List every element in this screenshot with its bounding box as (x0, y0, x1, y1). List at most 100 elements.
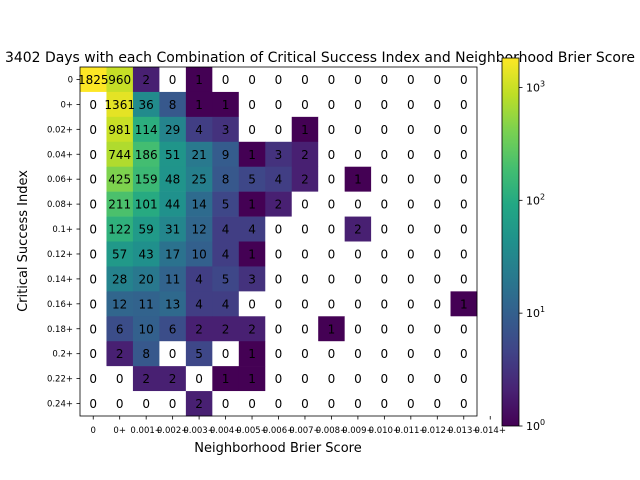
cell-value-label: 0 (433, 98, 441, 112)
cell-value-label: 2 (195, 397, 203, 411)
cell-value-label: 0 (328, 272, 336, 286)
heatmap-cell (344, 216, 372, 242)
heatmap-cell (291, 391, 319, 417)
heatmap-cell (344, 316, 372, 342)
cell-value-label: 0 (460, 322, 468, 336)
heatmap-cell (291, 67, 319, 93)
cell-value-label: 0 (354, 397, 362, 411)
cell-value-label: 0 (354, 347, 362, 361)
cell-value-label: 10 (191, 247, 206, 261)
heatmap-cell (132, 391, 160, 417)
cell-value-label: 4 (248, 223, 256, 237)
heatmap-cell (238, 116, 266, 143)
heatmap-cell (291, 291, 319, 317)
heatmap-cell (291, 141, 319, 168)
heatmap-cell (80, 67, 107, 93)
heatmap-cell (371, 366, 398, 392)
cell-value-label: 0 (328, 372, 336, 386)
heatmap-cell (424, 241, 451, 267)
y-tick-label: 0 (68, 75, 73, 85)
heatmap-cell (397, 366, 425, 392)
heatmap-cell (238, 241, 266, 267)
cell-value-label: 0 (248, 297, 256, 311)
y-tick-label: 0.14+ (47, 275, 73, 285)
cell-value-label: 6 (169, 322, 177, 336)
heatmap-cell (424, 141, 451, 168)
heatmap-cell (212, 91, 240, 118)
heatmap-cell (159, 391, 187, 417)
cell-value-label: 0 (433, 247, 441, 261)
heatmap-cell (265, 366, 293, 392)
cell-value-label: 0 (195, 372, 203, 386)
heatmap-cell (80, 316, 107, 342)
cell-value-label: 0 (275, 247, 283, 261)
heatmap-cell (450, 316, 478, 342)
x-tick-label: 0.002+ (157, 426, 188, 436)
y-tick-label: 0+ (60, 100, 73, 110)
heatmap-cell (397, 266, 425, 292)
cell-value-label: 0 (169, 347, 177, 361)
heatmap-cell (344, 91, 372, 118)
cell-value-label: 11 (139, 297, 154, 311)
cell-value-label: 1 (301, 123, 309, 137)
heatmap-cell (344, 141, 372, 168)
cell-value-label: 4 (195, 272, 203, 286)
cell-value-label: 2 (142, 73, 150, 87)
heatmap-cell (132, 166, 160, 192)
heatmap-cell (80, 141, 107, 168)
cell-value-label: 0 (301, 223, 309, 237)
heatmap-cell (344, 191, 372, 217)
heatmap-cell (371, 91, 398, 118)
cell-value-label: 0 (89, 148, 97, 162)
heatmap-cell (132, 216, 160, 242)
heatmap-cell (106, 216, 134, 242)
cell-value-label: 14 (191, 198, 206, 212)
cell-value-label: 0 (328, 98, 336, 112)
heatmap-cell (265, 116, 293, 143)
cell-value-label: 0 (381, 297, 389, 311)
cell-value-label: 0 (433, 73, 441, 87)
cell-value-label: 0 (433, 223, 441, 237)
cell-value-label: 4 (195, 123, 203, 137)
heatmap-cell (397, 91, 425, 118)
heatmap-cell (344, 366, 372, 392)
heatmap-cell (106, 91, 134, 118)
cell-value-label: 0 (89, 297, 97, 311)
heatmap-cell (132, 116, 160, 143)
cell-value-label: 0 (301, 322, 309, 336)
heatmap-cell (291, 166, 319, 192)
heatmap-cell (291, 116, 319, 143)
cell-value-label: 0 (301, 73, 309, 87)
heatmap-cell (291, 366, 319, 392)
y-tick-label: 0.12+ (47, 250, 73, 260)
heatmap-cell (159, 266, 187, 292)
heatmap-cell (212, 67, 240, 93)
cell-value-label: 3 (248, 272, 256, 286)
cell-value-label: 25 (191, 173, 206, 187)
cell-value-label: 0 (89, 123, 97, 137)
cell-value-label: 0 (354, 322, 362, 336)
heatmap-cell (265, 67, 293, 93)
y-tick-label: 0.24+ (47, 400, 73, 410)
x-tick-label: 0.001+ (130, 426, 161, 436)
heatmap-cell (80, 191, 107, 217)
heatmap-cell (212, 141, 240, 168)
heatmap-cell (212, 216, 240, 242)
heatmap-cell (132, 91, 160, 118)
cell-value-label: 0 (354, 123, 362, 137)
cell-value-label: 101 (135, 198, 158, 212)
x-tick-label: 0.010+ (369, 426, 400, 436)
heatmap-cell (397, 141, 425, 168)
cell-value-label: 0 (328, 297, 336, 311)
cell-value-label: 0 (89, 272, 97, 286)
cell-value-label: 0 (301, 247, 309, 261)
cell-value-label: 0 (301, 372, 309, 386)
cell-value-label: 0 (222, 397, 230, 411)
heatmap-cell (424, 341, 451, 367)
cell-value-label: 8 (222, 173, 230, 187)
x-tick-label: 0 (91, 426, 96, 436)
cell-value-label: 0 (328, 73, 336, 87)
cell-value-label: 0 (222, 73, 230, 87)
cell-value-label: 0 (275, 223, 283, 237)
heatmap-cell (238, 141, 266, 168)
